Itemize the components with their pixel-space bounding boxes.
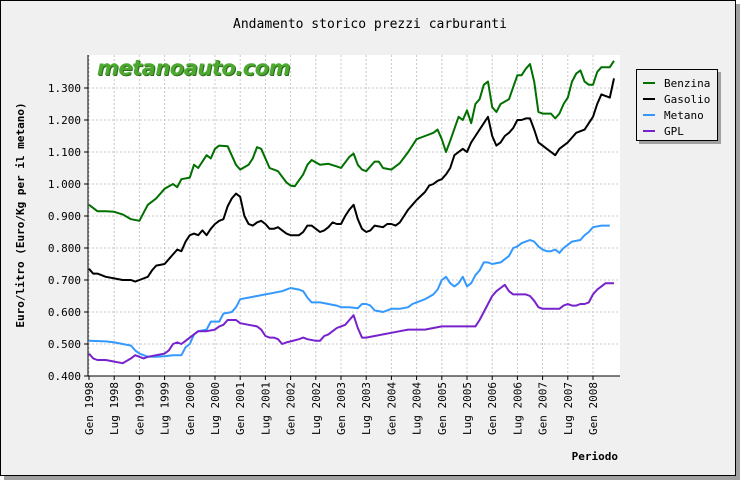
y-tick-label: 1.000 <box>48 178 81 191</box>
x-tick-label: Lug 2006 <box>511 382 524 435</box>
y-tick-label: 0.700 <box>48 274 81 287</box>
y-tick-label: 1.300 <box>48 82 81 95</box>
watermark-brand: metano <box>97 56 184 80</box>
y-tick-label: 0.600 <box>48 306 81 319</box>
x-tick-label: Lug 1998 <box>108 382 121 435</box>
y-tick-label: 0.500 <box>48 338 81 351</box>
legend-label-metano: Metano <box>664 108 704 122</box>
watermark-accent: auto.com <box>183 56 291 80</box>
y-tick-label: 0.800 <box>48 242 81 255</box>
x-tick-label: Gen 2001 <box>234 382 247 435</box>
y-tick-labels: 0.400 0.500 0.600 0.700 0.800 0.900 1.000 1.100… <box>48 82 81 383</box>
series-line-gasolio <box>88 78 615 283</box>
x-tick-labels: Gen 1998 Lug 1998 Gen 1999 Lug 1999 Gen 2000… <box>83 382 600 435</box>
x-tick-label: Gen 2006 <box>486 382 499 435</box>
legend-label-gasolio: Gasolio <box>664 92 711 106</box>
x-tick-label: Lug 2003 <box>360 382 373 435</box>
legend: Benzina Gasolio Metano GPL <box>636 69 718 141</box>
y-tick-label: 1.200 <box>48 114 81 127</box>
series-line-benzina <box>88 60 615 222</box>
legend-item-benzina: Benzina <box>643 76 710 90</box>
x-tick-label: Lug 2002 <box>310 382 323 435</box>
legend-label-benzina: Benzina <box>664 76 711 90</box>
legend-item-gpl: GPL <box>643 124 684 138</box>
x-tick-label: Gen 2002 <box>285 382 298 435</box>
x-tick-label: Gen 2008 <box>587 382 600 435</box>
x-tick-label: Lug 2007 <box>562 382 575 435</box>
legend-item-metano: Metano <box>643 108 704 122</box>
x-tick-label: Lug 2005 <box>461 382 474 435</box>
x-tick-label: Gen 2000 <box>184 382 197 435</box>
x-tick-label: Lug 2000 <box>209 382 222 435</box>
x-tick-label: Lug 2004 <box>411 382 424 435</box>
x-tick-label: Gen 1998 <box>83 382 96 435</box>
grid <box>88 55 620 377</box>
legend-swatch-gasolio <box>643 98 655 100</box>
y-tick-label: 0.400 <box>48 370 81 383</box>
legend-swatch-metano <box>643 114 655 116</box>
x-tick-label: Lug 1999 <box>159 382 172 435</box>
x-axis-label: Periodo <box>572 450 619 463</box>
watermark-logo: metanoauto.com <box>97 56 291 80</box>
series-line-gpl <box>88 282 614 365</box>
x-tick-label: Gen 1999 <box>133 382 146 435</box>
x-tick-label: Gen 2003 <box>335 382 348 435</box>
legend-swatch-gpl <box>643 130 655 132</box>
y-tick-label: 0.900 <box>48 210 81 223</box>
x-tick-label: Gen 2007 <box>537 382 550 435</box>
x-tick-label: Lug 2001 <box>259 382 272 435</box>
series-layer <box>88 60 615 365</box>
chart-title: Andamento storico prezzi carburanti <box>233 17 507 32</box>
x-tick-label: Gen 2004 <box>385 382 398 435</box>
legend-swatch-benzina <box>643 82 655 84</box>
legend-item-gasolio: Gasolio <box>643 92 710 106</box>
axes <box>84 55 620 380</box>
x-tick-label: Gen 2005 <box>436 382 449 435</box>
y-tick-label: 1.100 <box>48 146 81 159</box>
legend-label-gpl: GPL <box>664 124 684 138</box>
y-axis-label: Euro/litro (Euro/Kg per il metano) <box>14 102 27 327</box>
